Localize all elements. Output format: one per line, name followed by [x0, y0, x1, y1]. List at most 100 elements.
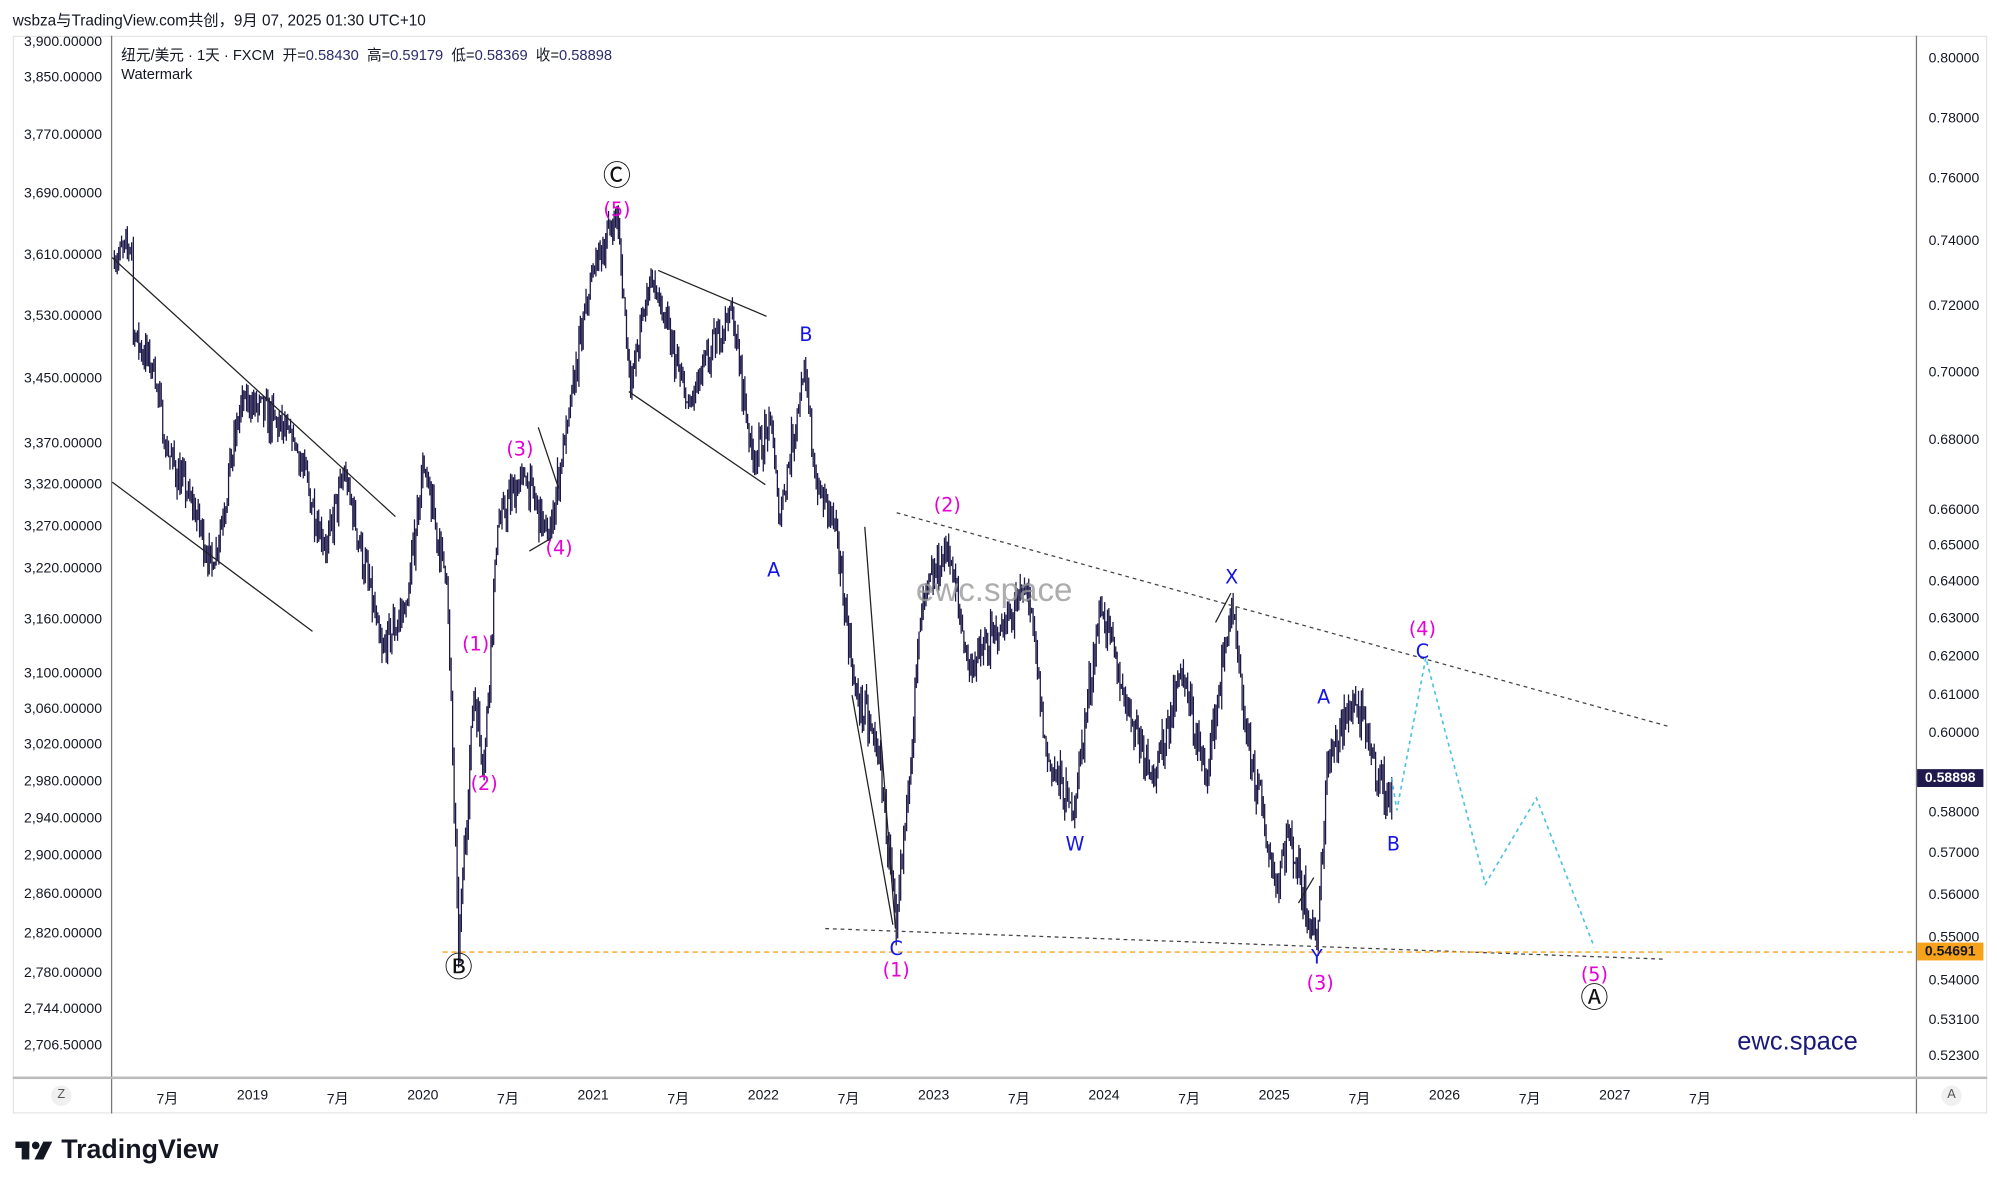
channel-line — [657, 269, 767, 317]
corner-watermark: ewc.space — [1737, 1028, 1858, 1057]
wave-label[interactable]: (5) — [1581, 963, 1608, 986]
right-axis-tick: 0.61000 — [1928, 687, 1980, 703]
left-axis-tick: 2,780.00000 — [24, 964, 103, 981]
right-axis-tick: 0.62000 — [1928, 648, 1980, 665]
wave-label[interactable]: (4) — [546, 537, 573, 560]
right-axis-tick: 0.58000 — [1928, 805, 1980, 821]
time-axis-tick: 7月 — [1007, 1091, 1030, 1108]
right-axis-tick: 0.57000 — [1928, 846, 1980, 862]
left-axis-tick: 3,160.00000 — [24, 612, 103, 629]
right-axis-tick: 0.74000 — [1928, 233, 1980, 250]
wave-label[interactable]: (3) — [1307, 972, 1334, 995]
left-axis-tick: 3,060.00000 — [24, 701, 103, 717]
time-axis-tick: 7月 — [1689, 1091, 1711, 1108]
left-axis-tick: 2,744.00000 — [24, 1000, 103, 1017]
left-axis-tick: 2,940.00000 — [24, 811, 103, 827]
time-axis-divider — [12, 1076, 1988, 1080]
right-axis-tick: 0.78000 — [1928, 110, 1980, 126]
right-axis-tick: 0.56000 — [1928, 887, 1980, 903]
wave-label[interactable]: Ⓒ — [603, 159, 631, 192]
low-label: 低= — [451, 48, 475, 64]
wave-label[interactable]: (3) — [506, 438, 533, 461]
right-axis-tick: 0.65000 — [1928, 538, 1980, 554]
header-title: wsbza与TradingView.com共创，9月 07, 2025 01:3… — [12, 11, 426, 30]
time-axis-tick: 7月 — [497, 1091, 519, 1108]
wave-label[interactable]: X — [1225, 566, 1238, 589]
last-price-badge: 0.58898 — [1917, 769, 1984, 788]
wave-label[interactable]: (5) — [603, 198, 630, 221]
channel-line — [628, 391, 766, 486]
wave-line — [529, 537, 552, 552]
wedge-line — [851, 695, 894, 925]
right-axis-tick: 0.68000 — [1928, 432, 1980, 448]
left-axis-tick: 3,220.00000 — [24, 561, 103, 577]
triangle-upper-line — [896, 512, 1672, 728]
high-label: 高= — [366, 48, 391, 64]
wave-line — [1214, 592, 1232, 623]
left-axis-tick: 3,900.00000 — [24, 34, 103, 50]
wave-label[interactable]: A — [1317, 686, 1330, 709]
time-axis-tick: 7月 — [1178, 1091, 1201, 1108]
left-axis-tick: 2,706.50000 — [24, 1038, 103, 1054]
auto-scale-right-button[interactable]: A — [1941, 1085, 1962, 1106]
wave-label[interactable]: (2) — [471, 772, 498, 795]
symbol-legend: 纽元/美元 · 1天 · FXCM 开=0.58430 高=0.59179 低=… — [121, 45, 612, 65]
wave-label[interactable]: Y — [1310, 946, 1323, 969]
wave-label[interactable]: (2) — [934, 494, 961, 517]
watermark-label: Watermark — [121, 67, 193, 83]
left-axis-tick: 3,370.00000 — [24, 435, 103, 452]
right-axis-tick: 0.52300 — [1928, 1047, 1980, 1064]
tradingview-logo[interactable]: TradingView — [15, 1135, 219, 1166]
tradingview-logo-icon — [15, 1141, 53, 1160]
time-axis-tick: 7月 — [667, 1091, 690, 1108]
close-value: 0.58898 — [559, 48, 613, 64]
wave-label[interactable]: C — [1416, 640, 1429, 663]
wave-label[interactable]: C — [890, 937, 903, 960]
time-axis-tick: 7月 — [837, 1091, 860, 1108]
wedge-line — [864, 526, 897, 929]
time-axis-tick: 2024 — [1088, 1088, 1120, 1104]
time-axis-tick: 7月 — [156, 1091, 179, 1108]
right-axis-tick: 0.80000 — [1928, 51, 1980, 67]
auto-scale-left-button[interactable]: Z — [51, 1085, 72, 1106]
left-axis-divider — [110, 35, 113, 1114]
left-axis-tick: 3,270.00000 — [24, 518, 103, 535]
wave-label[interactable]: B — [799, 323, 812, 346]
left-axis-tick: 3,320.00000 — [24, 477, 103, 493]
time-axis-tick: 2019 — [236, 1088, 269, 1104]
left-axis-tick: 3,690.00000 — [24, 186, 103, 202]
left-axis-tick: 2,980.00000 — [24, 773, 103, 790]
wave-line — [537, 427, 560, 489]
open-label: 开= — [282, 48, 306, 64]
right-axis-tick: 0.64000 — [1928, 574, 1980, 590]
right-axis-tick: 0.72000 — [1928, 298, 1980, 314]
wave-label[interactable]: (1) — [883, 959, 910, 982]
wave-label[interactable]: (1) — [462, 632, 489, 655]
wave-label[interactable]: Ⓑ — [445, 951, 473, 984]
right-axis-tick: 0.54000 — [1928, 972, 1980, 989]
wave-line — [1297, 877, 1315, 904]
wave-label[interactable]: W — [1066, 832, 1085, 855]
wave-label[interactable]: (4) — [1409, 617, 1436, 640]
right-axis-tick: 0.60000 — [1928, 725, 1980, 742]
right-axis-tick: 0.55000 — [1928, 929, 1980, 946]
right-axis-tick: 0.76000 — [1928, 171, 1980, 187]
time-axis-tick: 7月 — [1518, 1091, 1541, 1108]
left-axis-tick: 3,770.00000 — [24, 127, 103, 143]
wave-label[interactable]: A — [767, 558, 780, 581]
time-axis-tick: 2025 — [1258, 1088, 1290, 1104]
right-axis-tick: 0.66000 — [1928, 502, 1980, 518]
wave-label[interactable]: Ⓐ — [1580, 981, 1608, 1014]
chart-panel[interactable] — [12, 35, 1988, 1114]
channel-line — [111, 481, 313, 632]
projection-path — [1390, 657, 1596, 948]
time-axis-tick: 2022 — [747, 1088, 780, 1104]
left-axis-tick: 3,850.00000 — [24, 69, 103, 86]
right-axis-tick: 0.53100 — [1928, 1012, 1980, 1028]
wave-label[interactable]: B — [1387, 832, 1400, 855]
left-axis-tick: 3,530.00000 — [24, 308, 103, 324]
left-axis-tick: 2,820.00000 — [24, 925, 103, 941]
center-watermark: ewc.space — [915, 570, 1073, 609]
time-axis-tick: 7月 — [326, 1091, 349, 1108]
